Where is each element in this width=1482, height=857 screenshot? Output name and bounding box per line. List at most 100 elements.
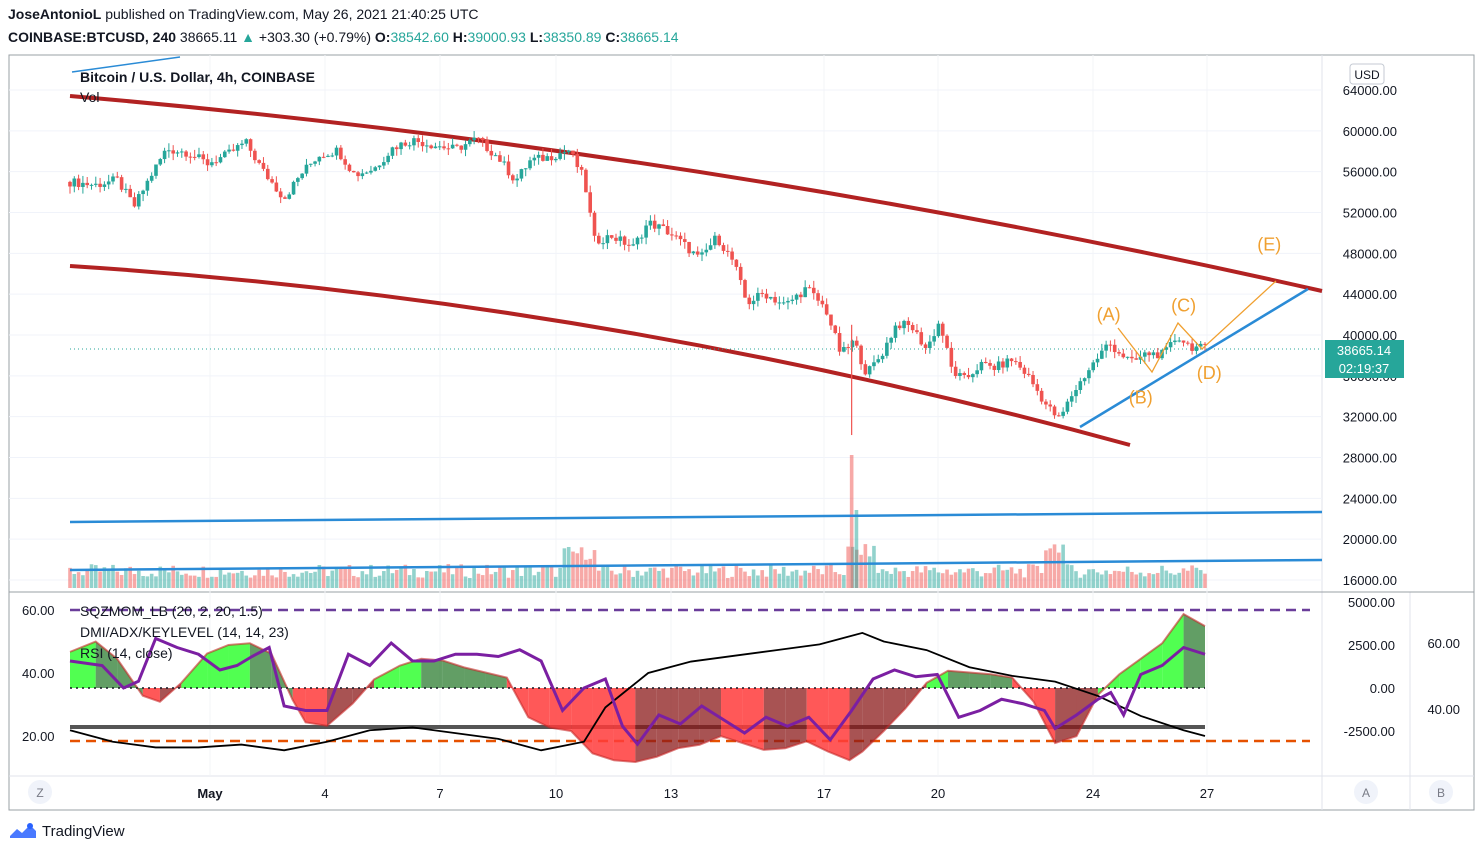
volume-bar: [240, 570, 244, 588]
momentum-segment: [635, 688, 657, 762]
candle-body: [321, 156, 326, 158]
candle-body: [872, 362, 876, 367]
volume-bar: [244, 575, 249, 588]
volume-bar: [906, 576, 911, 588]
candle-body: [536, 154, 541, 158]
candle-body: [541, 154, 545, 161]
candle-body: [184, 151, 188, 157]
candle-body: [463, 144, 468, 150]
volume-spike-bar: [849, 455, 854, 588]
candle-body: [730, 251, 734, 260]
candle-body: [678, 235, 683, 240]
volume-bar: [511, 570, 515, 588]
candle-body: [622, 236, 627, 245]
upper-channel-line: [69, 94, 1323, 293]
volume-bar: [781, 566, 786, 588]
volume-bar: [631, 576, 636, 588]
volume-bar: [807, 572, 812, 588]
volume-bar: [184, 573, 188, 588]
volume-bar: [609, 570, 614, 588]
zoom-button[interactable]: [28, 780, 52, 804]
candle-body: [119, 177, 124, 190]
candle-body: [227, 149, 231, 152]
candle-body: [833, 325, 838, 334]
candle-body: [1087, 370, 1091, 379]
volume-bar: [102, 567, 107, 588]
volume-bar: [1121, 571, 1126, 588]
candle-body: [1035, 384, 1040, 391]
volume-bar: [231, 573, 236, 588]
volume-bar: [958, 569, 962, 588]
candle-body: [403, 142, 408, 146]
candle-body: [399, 142, 403, 150]
candle-body: [313, 161, 317, 164]
candle-body: [549, 156, 554, 161]
candle-body: [459, 145, 464, 150]
candle-body: [201, 154, 206, 160]
candle-body: [820, 300, 825, 305]
time-tick-label: 13: [664, 786, 678, 801]
candle-body: [308, 163, 313, 165]
candle-body: [296, 178, 300, 182]
volume-bar: [437, 565, 442, 588]
volume-bar: [842, 575, 846, 588]
candle-body: [472, 137, 476, 141]
indicator-scale-button[interactable]: [1429, 780, 1453, 804]
price-tick-label: 28000.00: [1343, 451, 1397, 466]
candle-body: [1181, 340, 1186, 343]
candle-body: [1125, 356, 1130, 358]
wave-label: (B): [1129, 387, 1153, 407]
momentum-segment: [656, 688, 679, 757]
volume-bar: [222, 574, 227, 588]
momentum-segment: [142, 688, 160, 702]
momentum-segment: [806, 688, 829, 752]
volume-bar: [304, 571, 309, 588]
candle-body: [360, 173, 365, 177]
volume-bar: [777, 573, 782, 588]
volume-bar: [919, 572, 924, 588]
candle-body: [493, 155, 498, 157]
volume-bar: [992, 567, 997, 588]
volume-bar: [687, 569, 691, 588]
author-name[interactable]: JoseAntonioL: [8, 6, 102, 22]
volume-bar: [459, 564, 464, 588]
price-tick-label: 40000.00: [1343, 328, 1397, 343]
volume-bar: [235, 572, 240, 588]
candle-body: [149, 175, 154, 181]
volume-bar: [201, 566, 206, 588]
candle-body: [773, 296, 777, 303]
candle-body: [768, 296, 773, 299]
volume-bar: [863, 544, 868, 588]
candle-body: [1026, 373, 1031, 375]
up-arrow-icon: ▲: [241, 29, 256, 45]
volume-bar: [132, 574, 137, 588]
volume-bar: [81, 575, 85, 588]
wave-label: (D): [1197, 363, 1222, 383]
candle-body: [433, 146, 438, 149]
rsi-tick-label: 60.00: [1427, 636, 1460, 651]
volume-bar: [829, 564, 833, 588]
candle-body: [910, 324, 915, 331]
auto-scale-button[interactable]: [1354, 780, 1378, 804]
candle-body: [584, 169, 588, 193]
adx-line: [69, 631, 1206, 752]
volume-bar: [614, 574, 618, 588]
candle-body: [506, 161, 511, 176]
candle-body: [1112, 344, 1117, 353]
candle-body: [588, 192, 593, 213]
volume-bar: [1138, 572, 1143, 588]
volume-bar: [867, 556, 872, 588]
candle-body: [713, 235, 717, 246]
volume-bar: [106, 569, 111, 588]
footer-brand[interactable]: TradingView: [8, 822, 125, 840]
volume-bar: [416, 577, 421, 588]
volume-bar: [657, 570, 661, 588]
price-tick-label: 20000.00: [1343, 532, 1397, 547]
volume-bar: [468, 577, 472, 588]
candle-body: [468, 140, 472, 145]
momentum-segment: [1033, 688, 1056, 744]
volume-bar: [597, 570, 601, 588]
currency-button[interactable]: [1349, 63, 1385, 85]
candle-body: [777, 302, 782, 304]
